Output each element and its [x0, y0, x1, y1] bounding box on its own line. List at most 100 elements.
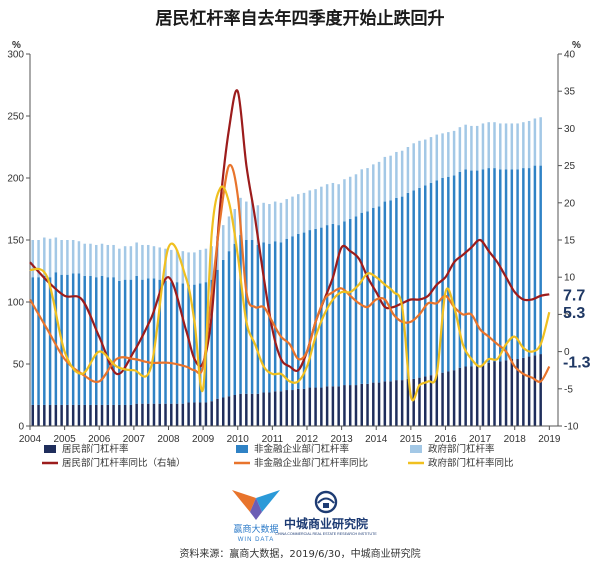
bar-government — [210, 246, 213, 280]
bar-household — [527, 356, 531, 426]
bar-household — [256, 393, 260, 426]
bar-household — [193, 402, 196, 426]
winshang-logo-mark-left — [232, 490, 256, 512]
bar-government — [89, 243, 92, 276]
bar-corporate — [493, 168, 496, 362]
bar-household — [245, 393, 248, 426]
x-tick-label: 2018 — [504, 434, 527, 445]
bar-household — [216, 398, 219, 426]
bar-household — [504, 360, 508, 426]
y-right-tick-label: -5 — [564, 384, 573, 395]
bar-household — [510, 359, 514, 426]
legend-label: 非金融企业部门杠杆率同比 — [254, 457, 368, 469]
bar-household — [37, 404, 40, 426]
zhongcheng-logo-subtext: CHINA COMMERCIAL REAL ESTATE RESEARCH IN… — [275, 532, 377, 536]
bar-household — [441, 372, 444, 426]
bar-government — [499, 123, 502, 170]
bar-corporate — [37, 277, 40, 405]
bar-corporate — [412, 190, 415, 379]
bar-household — [400, 380, 404, 426]
bar-government — [308, 190, 312, 231]
bar-government — [250, 200, 254, 240]
bar-household — [198, 402, 202, 426]
bar-corporate — [262, 242, 265, 393]
x-tick-label: 2011 — [262, 434, 284, 445]
bar-government — [470, 125, 473, 171]
zhongcheng-logo: 中城商业研究院 CHINA COMMERCIAL REAL ESTATE RES… — [275, 490, 377, 536]
bar-corporate — [435, 180, 439, 374]
bar-household — [129, 404, 133, 426]
bar-corporate — [175, 282, 179, 404]
bar-corporate — [372, 207, 375, 383]
bar-household — [175, 403, 179, 426]
bar-government — [31, 240, 35, 278]
bar-corporate — [129, 279, 133, 405]
right-unit-label: % — [572, 40, 581, 51]
bar-government — [233, 209, 237, 244]
bar-government — [458, 127, 462, 172]
x-tick-label: 2019 — [538, 434, 561, 445]
bar-household — [146, 403, 150, 426]
bar-household — [118, 404, 121, 426]
bar-household — [389, 381, 392, 426]
bar-household — [418, 377, 421, 426]
x-tick-label: 2005 — [53, 434, 76, 445]
bar-corporate — [66, 274, 69, 405]
bar-government — [95, 244, 98, 278]
bar-corporate — [285, 238, 288, 391]
x-tick-label: 2015 — [400, 434, 423, 445]
bar-corporate — [325, 225, 329, 387]
bar-household — [481, 364, 485, 426]
line-series-corporate-yoy — [29, 163, 551, 384]
legend-swatch — [410, 445, 422, 453]
winshang-logo-mark-right — [256, 490, 280, 512]
bar-government — [481, 123, 485, 170]
y-left-tick-label: 100 — [7, 298, 24, 309]
y-right-tick-label: 5 — [564, 310, 570, 321]
bar-government — [256, 205, 260, 245]
bar-household — [170, 403, 173, 426]
bar-household — [383, 381, 387, 426]
bar-household — [100, 404, 104, 426]
bar-corporate — [533, 165, 537, 356]
bar-corporate — [464, 169, 467, 367]
bar-government — [112, 244, 115, 278]
end-labels-layer: 7.75.3 -1.3 — [563, 287, 591, 371]
bar-corporate — [424, 185, 427, 377]
bar-corporate — [429, 182, 433, 376]
bar-household — [522, 357, 525, 426]
bar-corporate — [539, 165, 542, 355]
bar-household — [227, 396, 231, 426]
bar-household — [297, 388, 300, 426]
bar-government — [60, 240, 63, 275]
legend-swatch — [44, 445, 56, 453]
bar-household — [204, 402, 208, 426]
bar-government — [204, 248, 208, 283]
bar-government — [487, 122, 490, 169]
y-right-tick-label: 20 — [564, 198, 576, 209]
bar-corporate — [221, 259, 225, 398]
y-right-tick-label: 0 — [564, 347, 570, 358]
bar-government — [389, 155, 392, 201]
bar-household — [233, 395, 237, 426]
bar-household — [187, 402, 190, 426]
bar-government — [43, 237, 46, 276]
y-right-tick-label: 25 — [564, 161, 576, 172]
x-tick-label: 2004 — [19, 434, 42, 445]
bar-government — [297, 194, 300, 234]
x-tick-label: 2016 — [434, 434, 457, 445]
bar-government — [37, 240, 40, 278]
bar-government — [400, 150, 404, 197]
bar-corporate — [135, 275, 138, 404]
bar-household — [135, 403, 138, 426]
bar-corporate — [89, 275, 92, 405]
bar-household — [285, 390, 288, 426]
bar-government — [424, 139, 427, 186]
bar-corporate — [239, 235, 242, 394]
bar-household — [66, 404, 69, 426]
zhongcheng-logo-arc — [317, 497, 335, 504]
bar-household — [343, 385, 346, 426]
bar-government — [475, 125, 479, 171]
bar-corporate — [181, 283, 185, 404]
bar-household — [106, 404, 110, 426]
